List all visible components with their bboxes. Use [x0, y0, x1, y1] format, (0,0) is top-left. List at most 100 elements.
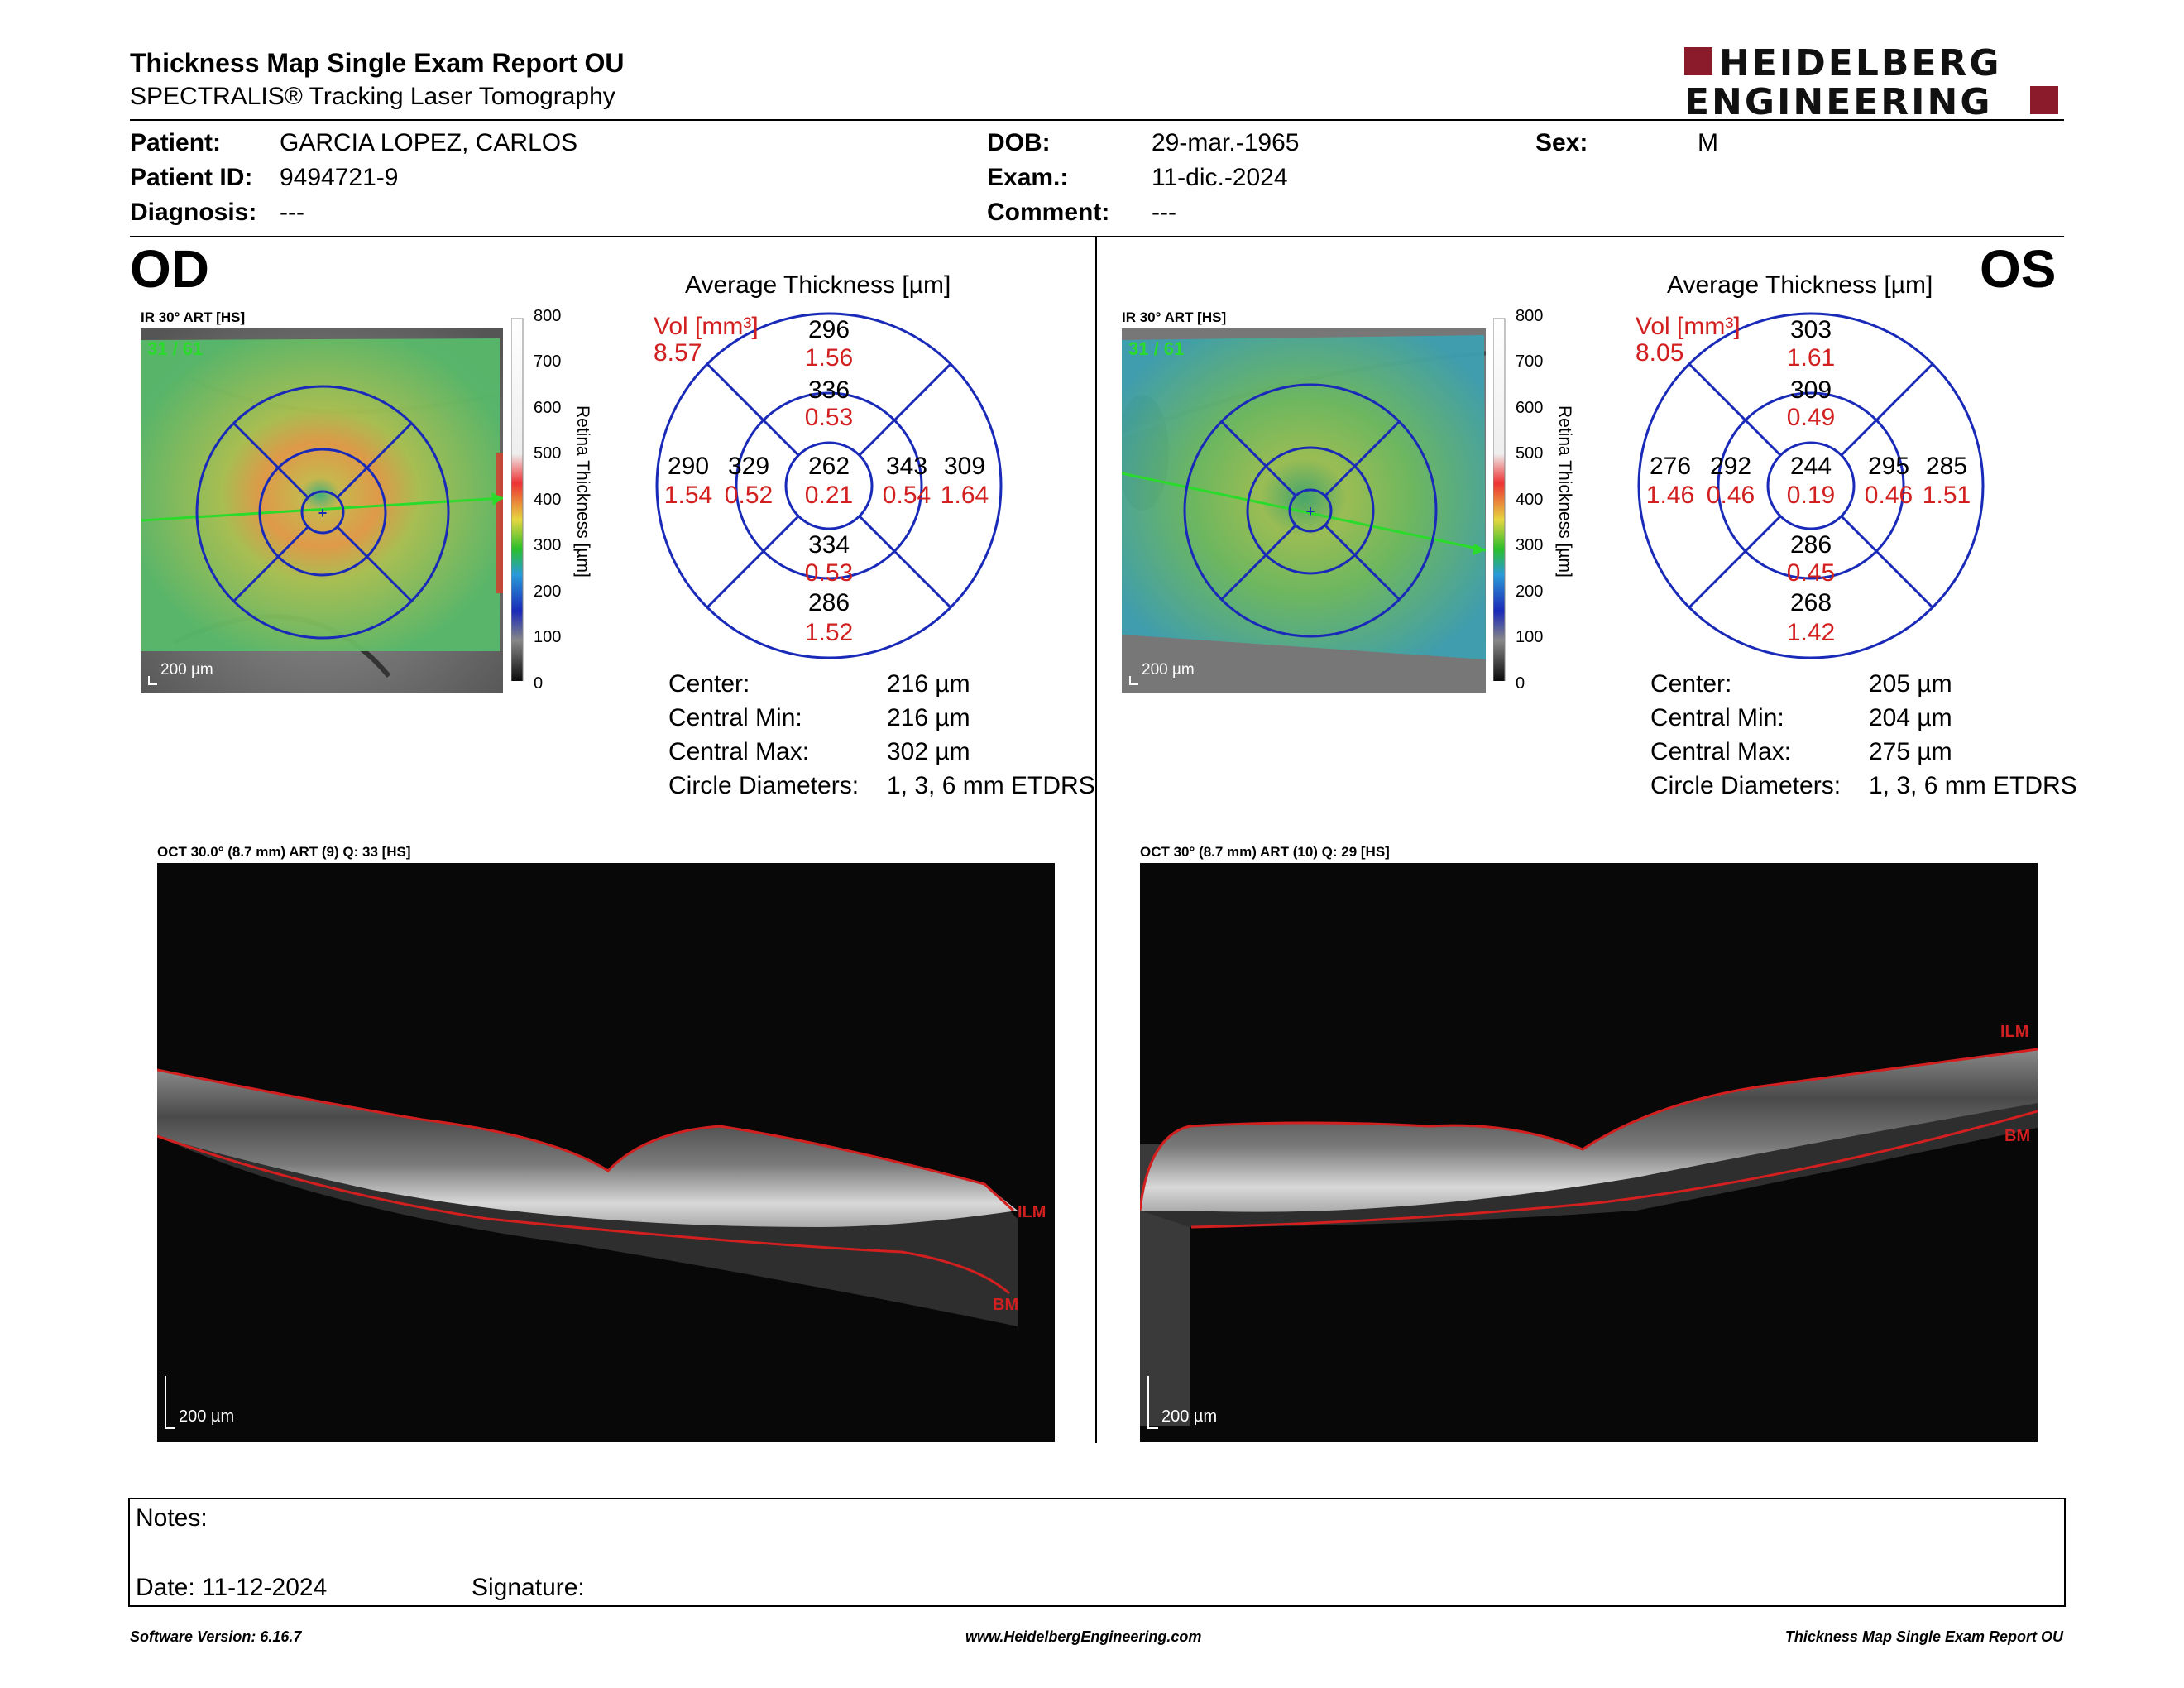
sector-outer-left-volume-os: 1.46	[1645, 482, 1695, 509]
stat-max-value-os: 275 µm	[1869, 738, 1952, 765]
etdrs-chart-os	[1636, 310, 1986, 661]
report-subtitle: SPECTRALIS® Tracking Laser Tomography	[130, 83, 615, 110]
sex-label: Sex:	[1535, 129, 1588, 156]
cbar-tick-os: 700	[1516, 352, 1544, 371]
exam-value: 11-dic.-2024	[1152, 164, 1288, 191]
patient-name: GARCIA LOPEZ, CARLOS	[280, 129, 578, 156]
sector-outer-sup-thickness-od: 296	[807, 316, 850, 343]
exam-label: Exam.:	[987, 164, 1069, 191]
stat-max-label-os: Central Max:	[1650, 738, 1792, 765]
stat-min-label-os: Central Min:	[1650, 704, 1784, 731]
svg-text:+: +	[1306, 503, 1315, 520]
sector-outer-sup-volume-od: 1.56	[804, 344, 854, 372]
sector-outer-right-thickness-os: 285	[1925, 453, 1968, 480]
sector-inner-inf-volume-os: 0.45	[1786, 559, 1836, 587]
sector-outer-inf-thickness-os: 268	[1789, 589, 1832, 616]
etdrs-title-od: Average Thickness [µm]	[685, 271, 951, 299]
vol-label-od: Vol [mm³]	[654, 313, 759, 340]
etdrs-title-os: Average Thickness [µm]	[1667, 271, 1933, 299]
stat-min-value-od: 216 µm	[887, 704, 970, 731]
sector-center-volume-os: 0.19	[1786, 482, 1836, 509]
stat-max-label-od: Central Max:	[668, 738, 810, 765]
stat-diam-label-os: Circle Diameters:	[1650, 772, 1842, 799]
oct-bscan-od: 200 µm ILM BM	[157, 863, 1055, 1442]
cbar-tick-od: 800	[534, 307, 562, 325]
sector-inner-right-thickness-od: 343	[885, 453, 928, 480]
fundus-image-os: + 31 / 61 200 µm	[1116, 328, 1487, 693]
stat-max-value-od: 302 µm	[887, 738, 970, 765]
cbar-tick-od: 100	[534, 628, 562, 646]
cbar-tick-os: 0	[1516, 674, 1525, 693]
fundus-scale-od: 200 µm	[160, 661, 213, 679]
etdrs-chart-od	[654, 310, 1004, 661]
signature-label: Signature:	[472, 1574, 585, 1601]
frame-count-os: 31 / 61	[1128, 338, 1184, 359]
footer-website[interactable]: www.HeidelbergEngineering.com	[965, 1628, 1202, 1645]
eye-divider	[1095, 237, 1097, 1443]
sector-outer-right-volume-os: 1.51	[1922, 482, 1971, 509]
cbar-tick-od: 200	[534, 583, 562, 601]
sector-inner-sup-volume-od: 0.53	[804, 404, 854, 431]
frame-count-od: 31 / 61	[147, 338, 203, 359]
sector-inner-sup-volume-os: 0.49	[1786, 404, 1836, 431]
svg-text:+: +	[318, 505, 328, 521]
vol-label-os: Vol [mm³]	[1636, 313, 1741, 340]
bm-label-os: BM	[2004, 1127, 2030, 1145]
cbar-axis-label-od: Retina Thickness [µm]	[573, 405, 592, 578]
comment-value: ---	[1152, 199, 1176, 226]
sector-inner-left-thickness-os: 292	[1709, 453, 1752, 480]
stat-center-label-os: Center:	[1650, 670, 1732, 698]
patient-label: Patient:	[130, 129, 222, 156]
sector-inner-inf-thickness-os: 286	[1789, 531, 1832, 559]
bm-label-od: BM	[993, 1296, 1018, 1314]
cbar-tick-od: 0	[534, 674, 544, 693]
vol-value-od: 8.57	[654, 339, 702, 367]
oct-label-od: OCT 30.0° (8.7 mm) ART (9) Q: 33 [HS]	[157, 844, 411, 860]
sector-inner-left-thickness-od: 329	[727, 453, 770, 480]
cbar-axis-label-os: Retina Thickness [µm]	[1555, 405, 1574, 578]
dob-value: 29-mar.-1965	[1152, 129, 1300, 156]
oct-scale-od: 200 µm	[179, 1407, 234, 1426]
stat-diam-label-od: Circle Diameters:	[668, 772, 860, 799]
footer-report: Thickness Map Single Exam Report OU	[1784, 1628, 2063, 1645]
fundus-scale-os: 200 µm	[1142, 661, 1195, 679]
sector-inner-left-volume-os: 0.46	[1706, 482, 1755, 509]
stat-center-label-od: Center:	[668, 670, 750, 698]
oct-bscan-os: 200 µm ILM BM	[1140, 863, 2038, 1442]
sector-outer-sup-volume-os: 1.61	[1786, 344, 1836, 372]
heidelberg-logo: HEIDELBERG ENGINEERING	[1684, 42, 2065, 123]
sector-inner-right-thickness-os: 295	[1867, 453, 1910, 480]
dob-label: DOB:	[987, 129, 1051, 156]
report-title: Thickness Map Single Exam Report OU	[130, 48, 625, 78]
patient-id-label: Patient ID:	[130, 164, 253, 191]
logo-text-1: HEIDELBERG	[1719, 45, 2001, 84]
sector-inner-right-volume-od: 0.54	[882, 482, 932, 509]
sector-inner-inf-thickness-od: 334	[807, 531, 850, 559]
stat-min-value-os: 204 µm	[1869, 704, 1952, 731]
notes-label: Notes:	[136, 1504, 208, 1532]
cbar-tick-od: 300	[534, 536, 562, 554]
oct-scale-os: 200 µm	[1161, 1407, 1217, 1426]
stat-min-label-od: Central Min:	[668, 704, 802, 731]
patient-id: 9494721-9	[280, 164, 399, 191]
ilm-label-os: ILM	[2000, 1023, 2028, 1041]
fundus-image-od: + 31 / 61 200 µm	[140, 328, 504, 693]
sector-outer-right-volume-od: 1.64	[940, 482, 989, 509]
sector-center-thickness-os: 244	[1789, 453, 1832, 480]
sex-value: M	[1698, 129, 1718, 156]
cbar-tick-os: 100	[1516, 628, 1544, 646]
sector-center-thickness-od: 262	[807, 453, 850, 480]
fundus-label-od: IR 30° ART [HS]	[141, 309, 246, 325]
comment-label: Comment:	[987, 199, 1110, 226]
sector-inner-left-volume-od: 0.52	[724, 482, 774, 509]
sector-inner-right-volume-os: 0.46	[1864, 482, 1913, 509]
ilm-label-od: ILM	[1018, 1203, 1046, 1221]
cbar-tick-os: 600	[1516, 399, 1544, 417]
vol-value-os: 8.05	[1636, 339, 1684, 367]
sector-inner-sup-thickness-os: 309	[1789, 376, 1832, 404]
sector-outer-inf-thickness-od: 286	[807, 589, 850, 616]
sector-center-volume-od: 0.21	[804, 482, 854, 509]
sector-inner-sup-thickness-od: 336	[807, 376, 850, 404]
cbar-tick-os: 400	[1516, 491, 1544, 509]
notes-box[interactable]	[128, 1498, 2066, 1607]
